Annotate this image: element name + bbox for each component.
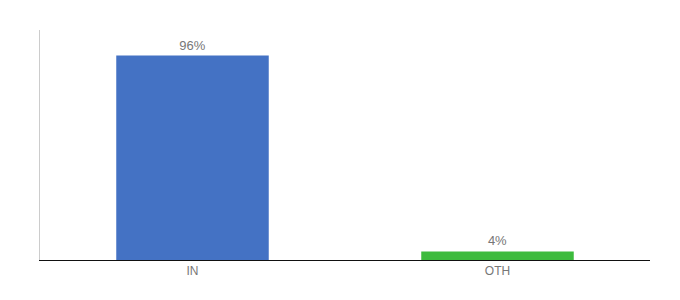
svg-text:4%: 4% [488,233,507,248]
svg-text:96%: 96% [179,38,205,53]
svg-text:OTH: OTH [485,264,510,278]
svg-text:IN: IN [187,264,199,278]
